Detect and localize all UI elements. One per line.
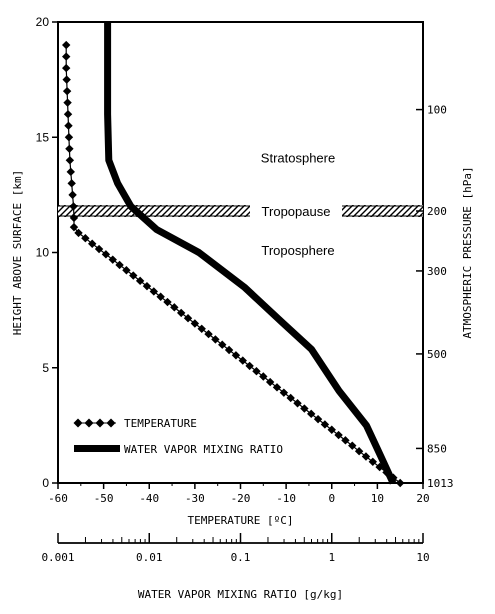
mixing-ratio-tick-label: 0.001 [41,551,74,564]
plot-frame [58,22,423,483]
temperature-tick-label: -30 [185,492,205,505]
height-tick-label: 0 [42,476,49,490]
temperature-point [63,98,71,106]
tropopause-hatch-right [342,205,423,217]
legend-mixing-ratio-label: WATER VAPOR MIXING RATIO [124,443,283,456]
temperature-axis-ticks: -60 -50 -40 -30 -20 -10 0 10 20 [48,483,430,505]
pressure-tick-label: 200 [427,205,447,218]
temperature-point [67,179,75,187]
temperature-tick-label: -50 [94,492,114,505]
mixing-ratio-tick-label: 10 [416,551,429,564]
temperature-point [64,110,72,118]
legend-mixing-ratio-swatch [74,445,120,452]
legend: TEMPERATURE WATER VAPOR MIXING RATIO [74,417,283,456]
temperature-point [68,191,76,199]
temperature-tick-label: -20 [231,492,251,505]
stratosphere-label: Stratosphere [261,151,335,166]
pressure-axis-title: ATMOSPHERIC PRESSURE [hPa] [461,166,474,338]
temperature-point [65,133,73,141]
temperature-point [62,52,70,60]
mixing-ratio-tick-label: 0.01 [136,551,163,564]
temperature-axis-title: TEMPERATURE [ºC] [188,514,294,527]
pressure-tick-label: 300 [427,265,447,278]
temperature-point [65,145,73,153]
temperature-tick-label: -40 [139,492,159,505]
temperature-series-points [62,41,404,487]
pressure-tick-label: 100 [427,104,447,117]
troposphere-label: Troposphere [261,243,334,258]
height-axis-title: HEIGHT ABOVE SURFACE [km] [11,170,24,336]
height-axis-ticks: 0 5 10 15 20 [36,15,58,490]
temperature-point [67,168,75,176]
temperature-tick-label: -10 [276,492,296,505]
mixing-ratio-tick-label: 0.1 [231,551,251,564]
pressure-tick-label: 500 [427,348,447,361]
mixing-ratio-tick-label: 1 [328,551,335,564]
height-tick-label: 15 [36,130,50,144]
temperature-point [62,75,70,83]
legend-temperature-label: TEMPERATURE [124,417,197,430]
temperature-tick-label: 10 [371,492,384,505]
temperature-point [63,87,71,95]
temperature-point [62,41,70,49]
pressure-tick-label: 1013 [427,477,454,490]
height-tick-label: 10 [36,246,50,260]
temperature-point [64,122,72,130]
legend-temperature-markers [74,419,117,428]
mixing-ratio-axis: 0.001 0.01 0.1 1 10 [41,533,429,564]
tropopause-band [58,205,423,217]
tropopause-hatch-left [58,205,250,217]
temperature-tick-label: -60 [48,492,68,505]
mixing-ratio-axis-title: WATER VAPOR MIXING RATIO [g/kg] [138,588,343,601]
tropopause-label: Tropopause [262,204,331,219]
temperature-tick-label: 0 [328,492,335,505]
temperature-point [66,156,74,164]
height-tick-label: 20 [36,15,50,29]
pressure-axis-ticks: 1013 850 500 300 200 100 [416,104,454,490]
height-tick-label: 5 [42,361,49,375]
temperature-tick-label: 20 [416,492,429,505]
pressure-tick-label: 850 [427,442,447,455]
mixing-ratio-series-line [108,22,394,483]
temperature-point [62,64,70,72]
